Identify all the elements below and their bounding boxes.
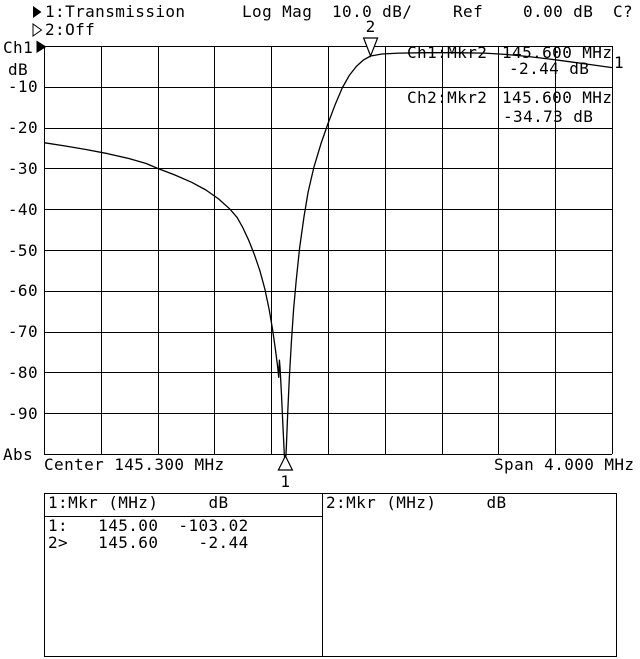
ref-value: 0.00 dB: [523, 2, 594, 21]
y-axis-unit: dB: [8, 60, 29, 79]
center-frequency: Center 145.300 MHz: [44, 455, 225, 474]
cal-status: C?: [613, 2, 634, 21]
trace1-definition: 1:Transmission: [45, 2, 186, 21]
y-axis-mode: Abs: [3, 445, 34, 464]
ch2-marker-value: -34.73 dB: [503, 107, 594, 126]
ch1-table-row: 2> 145.60 -2.44: [48, 533, 249, 552]
y-axis-label: -70: [7, 322, 38, 342]
ch1-marker-label: Ch1:Mkr2: [407, 43, 488, 62]
y-axis-label: -20: [7, 118, 38, 138]
y-axis-label: -10: [7, 77, 38, 97]
channel-label: Ch1: [3, 38, 34, 57]
ch2-marker-frequency: 145.600 MHz: [502, 88, 613, 107]
trace2-definition: 2:Off: [45, 20, 96, 39]
marker-1-number: 1: [280, 472, 290, 491]
frequency-span: Span 4.000 MHz: [494, 455, 635, 474]
format-label: Log Mag: [242, 2, 313, 21]
marker-1-symbol: [277, 454, 294, 471]
graticule: [44, 46, 613, 455]
trace2-inactive-icon: [32, 23, 43, 37]
trace-number-label: 1: [614, 53, 625, 72]
marker-table-divider: [322, 494, 323, 656]
y-axis-label: -30: [7, 158, 38, 178]
marker-2-symbol: [362, 37, 379, 58]
ch1-marker-frequency: 145.600 MHz: [502, 43, 613, 62]
marker-table: [44, 493, 617, 657]
y-axis-label: -50: [7, 240, 38, 260]
marker-table-header-rule: [45, 516, 322, 517]
scale-per-div: 10.0 dB/: [332, 2, 413, 21]
ref-label: Ref: [453, 2, 484, 21]
y-axis-label: -80: [7, 362, 38, 382]
y-axis-label: -40: [7, 199, 38, 219]
marker-2-number: 2: [366, 17, 376, 36]
ch2-table-header: 2:Mkr (MHz) dB: [326, 493, 507, 512]
ch1-table-header: 1:Mkr (MHz) dB: [48, 493, 229, 512]
y-axis-label: -60: [7, 281, 38, 301]
ref-position-arrow-icon: [36, 40, 47, 53]
y-axis-label: -90: [7, 403, 38, 423]
trace1-active-icon: [33, 6, 42, 18]
ch2-marker-label: Ch2:Mkr2: [407, 88, 488, 107]
ch1-table-row: 1: 145.00 -103.02: [48, 516, 249, 535]
ch1-marker-value: -2.44 dB: [509, 59, 590, 78]
